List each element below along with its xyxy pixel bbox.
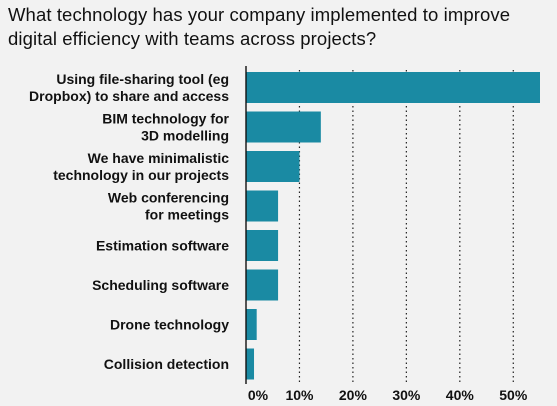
bar-6 (246, 309, 257, 340)
bar-1 (246, 111, 321, 143)
category-label-line: Web conferencing (108, 190, 229, 206)
category-label-5: Scheduling software (92, 277, 229, 293)
category-label-3: Web conferencing for meetings (108, 190, 229, 223)
category-label-line: Dropbox) to share and access (29, 88, 229, 104)
x-axis: 0% 10% 20% 30% 40% 50% (245, 66, 528, 403)
x-tick-label: 0% (248, 387, 269, 403)
x-tick-label: 30% (392, 387, 421, 403)
bar-2 (246, 151, 300, 182)
chart-title: What technology has your company impleme… (8, 4, 511, 49)
category-label-1: BIM technology for 3D modelling (102, 111, 229, 144)
category-label-line: Estimation software (96, 238, 229, 254)
category-label-0: Using file-sharing tool (eg Dropbox) to s… (29, 71, 229, 104)
category-label-4: Estimation software (96, 238, 229, 254)
category-label-line: Collision detection (104, 356, 229, 372)
category-label-line: technology in our projects (53, 167, 229, 183)
x-tick-label: 50% (499, 387, 528, 403)
category-label-7: Collision detection (104, 356, 229, 372)
x-tick-label: 10% (285, 387, 314, 403)
category-label-line: Using file-sharing tool (eg (56, 71, 229, 87)
category-label-line: BIM technology for (102, 111, 229, 127)
category-label-line: We have minimalistic (88, 150, 230, 166)
bar-3 (246, 190, 279, 222)
grid-lines (298, 70, 514, 383)
category-label-6: Drone technology (110, 317, 229, 333)
x-tick-label: 20% (339, 387, 368, 403)
bar-4 (246, 230, 279, 261)
x-tick-label: 40% (446, 387, 475, 403)
category-label-2: We have minimalistic technology in our pr… (53, 150, 229, 183)
category-label-line: Drone technology (110, 317, 229, 333)
category-labels: Using file-sharing tool (eg Dropbox) to s… (29, 71, 229, 372)
category-label-line: for meetings (145, 207, 229, 223)
bars (246, 72, 540, 380)
bar-0 (246, 72, 540, 103)
category-label-line: Scheduling software (92, 277, 229, 293)
bar-7 (246, 348, 255, 380)
category-label-line: 3D modelling (141, 128, 229, 144)
bar-5 (246, 269, 279, 301)
